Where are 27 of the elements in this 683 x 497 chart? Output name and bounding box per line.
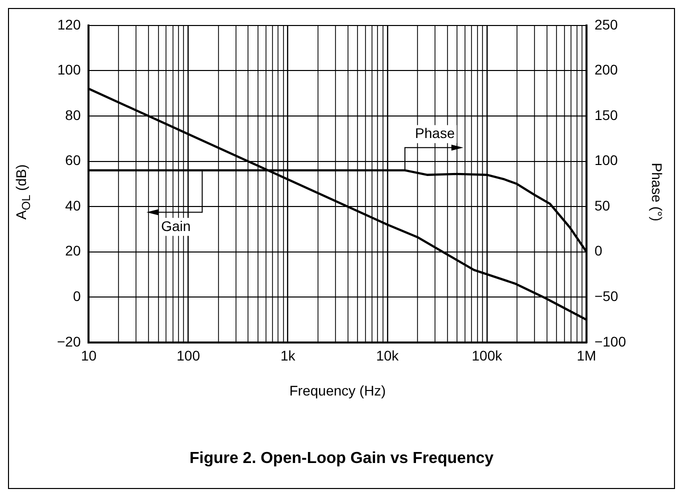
y-tick-label: 20 <box>65 242 81 259</box>
y-tick-label: 60 <box>65 152 81 168</box>
x-axis-title: Frequency (Hz) <box>289 382 386 398</box>
y2-tick-label: −50 <box>594 288 618 304</box>
y2-tick-label: 50 <box>594 197 610 214</box>
x-tick-label: 1k <box>280 348 296 364</box>
y-tick-label: 40 <box>65 197 81 214</box>
y2-tick-label: 250 <box>594 16 618 32</box>
annotation: Gain <box>161 218 191 234</box>
y2-tick-label: 0 <box>594 242 602 259</box>
text: Figure 2. Open-Loop Gain vs Frequency <box>188 450 495 468</box>
y-tick-label: 80 <box>65 106 81 123</box>
x-tick-label: 10k <box>376 348 400 364</box>
y2-axis-title: Phase (°) <box>649 162 665 222</box>
x-tick-label: 1M <box>576 348 596 364</box>
y2-tick-label: 200 <box>594 62 618 78</box>
y2-tick-label: 150 <box>594 106 618 123</box>
x-tick-label: 100 <box>176 348 200 364</box>
x-tick-label: 100k <box>472 348 504 364</box>
y2-tick-label: 100 <box>594 152 618 168</box>
y2-tick-label: −100 <box>594 333 626 350</box>
y-tick-label: −20 <box>57 333 81 350</box>
annotation: Phase <box>415 124 455 141</box>
y-tick-label: 120 <box>57 16 81 32</box>
x-tick-label: 10 <box>80 348 97 364</box>
y-tick-label: 100 <box>57 62 81 78</box>
y-tick-label: 0 <box>72 288 81 304</box>
